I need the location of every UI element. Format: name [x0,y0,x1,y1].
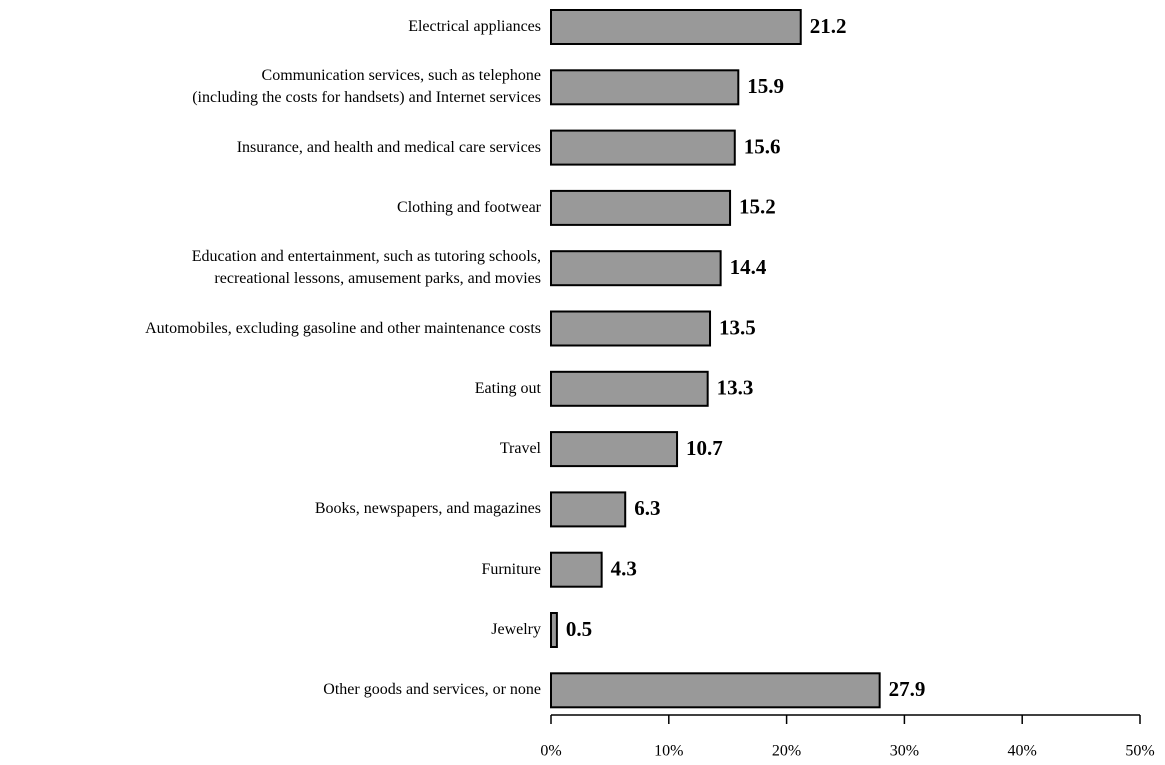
category-label: Eating out [474,379,541,397]
bar [550,551,603,588]
category-label: Furniture [481,560,541,578]
value-label: 13.3 [717,376,754,400]
x-tick-label: 40% [1008,743,1037,760]
category-label: Electrical appliances [408,18,541,35]
value-label: 4.3 [611,557,637,581]
category-label: Education and entertainment, such as tut… [191,248,541,288]
x-tick-label: 10% [654,743,683,760]
category-label: Insurance, and health and medical care s… [236,138,541,156]
bar [550,370,709,407]
value-label: 15.6 [744,134,781,158]
bar [550,250,722,287]
bar [550,129,736,166]
value-label: 10.7 [686,436,723,460]
value-label: 13.5 [719,315,756,339]
bar [550,9,802,45]
category-label: Other goods and services, or none [323,681,541,699]
value-label: 14.4 [730,255,767,279]
category-label: Travel [499,440,541,458]
x-tick-label: 30% [890,743,919,760]
value-label: 6.3 [634,496,660,520]
value-label: 15.9 [747,74,784,98]
value-label: 27.9 [889,677,926,701]
x-tick-label: 50% [1125,743,1154,760]
bar [550,612,558,648]
bar [550,491,627,528]
category-label: Clothing and footwear [397,198,541,216]
category-label: Automobiles, excluding gasoline and othe… [145,319,541,337]
bar [550,69,740,106]
value-label: 15.2 [739,195,776,219]
category-label: Jewelry [491,621,541,638]
bar [550,672,881,709]
bar [550,431,679,468]
bar [550,189,732,226]
category-label: Communication services, such as telephon… [192,67,541,107]
value-label: 0.5 [566,617,592,641]
x-tick-label: 20% [772,743,801,760]
x-tick-label: 0% [540,743,561,760]
value-label: 21.2 [810,14,847,38]
category-label: Books, newspapers, and magazines [314,500,541,518]
bar [550,310,712,347]
